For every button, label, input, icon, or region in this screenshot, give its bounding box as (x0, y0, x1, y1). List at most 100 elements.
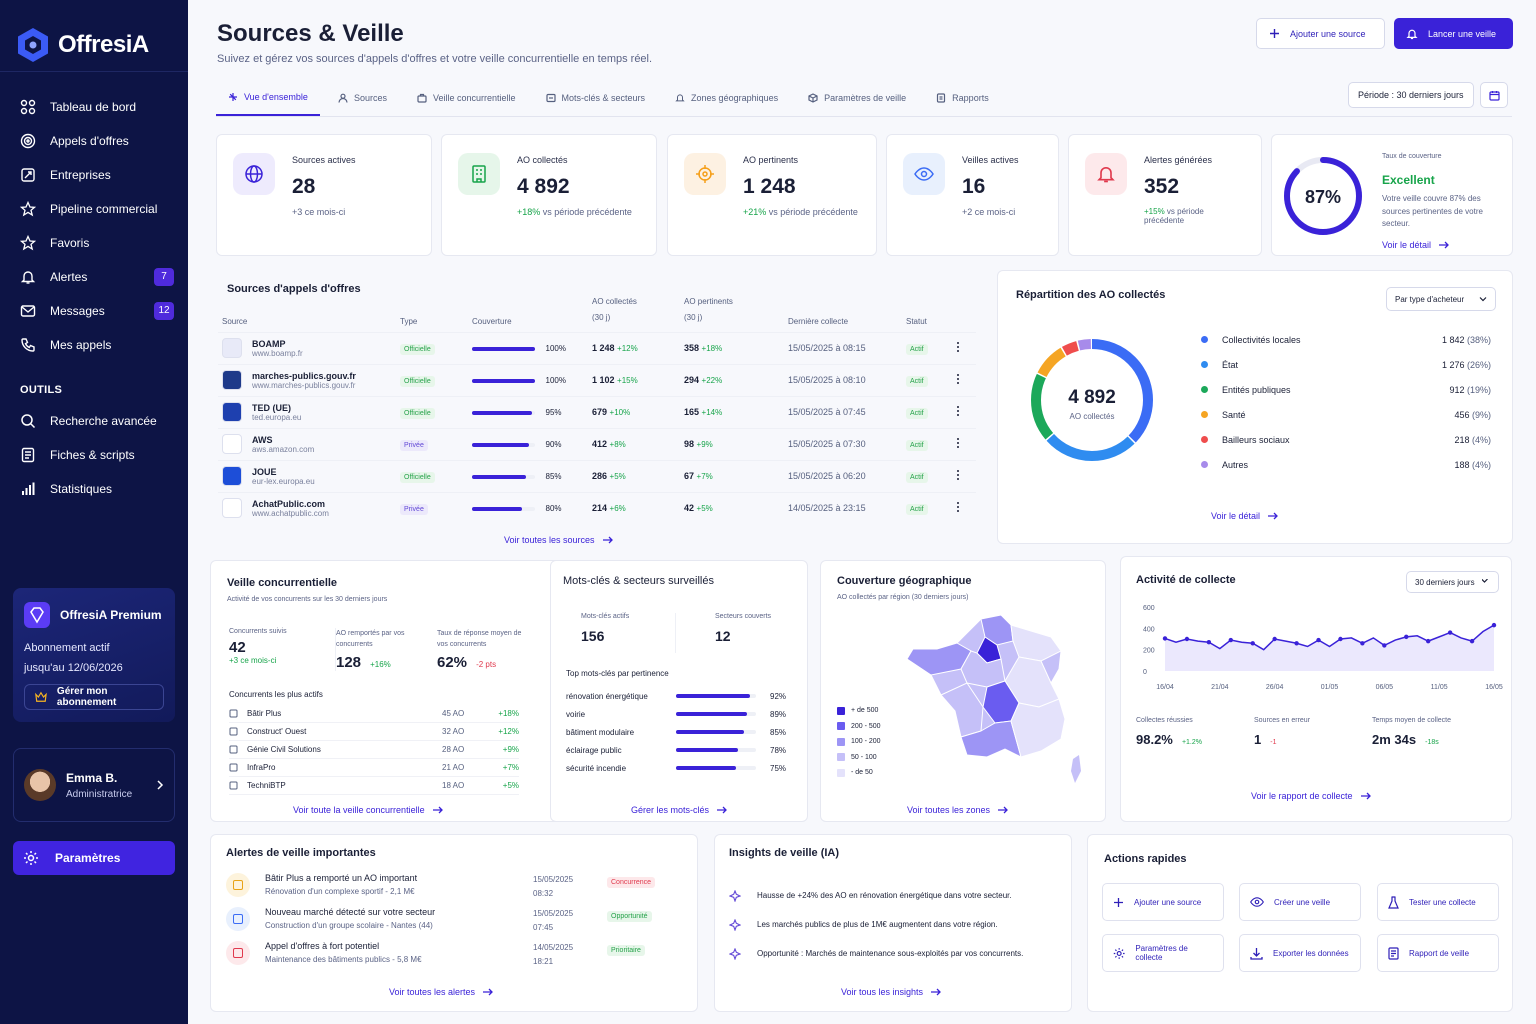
manage-subscription-button[interactable]: Gérer mon abonnement (24, 684, 164, 710)
all-zones-link[interactable]: Voir toutes les zones (907, 805, 1008, 815)
alert-row[interactable]: Nouveau marché détecté sur votre secteur… (226, 907, 686, 941)
tab-zones[interactable]: Zones géographiques (663, 80, 790, 116)
alert-row[interactable]: Appel d'offres à fort potentiel Maintenan… (226, 941, 686, 975)
nav-label: Appels d'offres (50, 134, 129, 148)
building-icon-wrap (458, 153, 500, 195)
nav-item-alerts[interactable]: Alertes 7 (0, 260, 188, 294)
nav-item-tenders[interactable]: Appels d'offres (0, 124, 188, 158)
table-row[interactable]: JOUE eur-lex.europa.eu Officielle 85% 286… (218, 459, 976, 492)
table-row[interactable]: BOAMP www.boamp.fr Officielle 100% 1 248 … (218, 331, 976, 364)
coverage-bar-fill (472, 474, 526, 479)
report-icon (1388, 946, 1399, 960)
competitor-row[interactable]: InfraPro 21 AO +7% (229, 759, 519, 777)
sources-table-body: BOAMP www.boamp.fr Officielle 100% 1 248 … (218, 331, 976, 524)
quick-test-collect-button[interactable]: Tester une collecte (1377, 883, 1499, 921)
buyer-type-dropdown[interactable]: Par type d'acheteur (1386, 287, 1496, 311)
page-subtitle: Suivez et gérez vos sources d'appels d'o… (217, 53, 653, 65)
all-insights-link[interactable]: Voir tous les insights (841, 987, 941, 997)
status-cell: Actif (902, 491, 952, 524)
nav-item-advanced-search[interactable]: Recherche avancée (0, 404, 188, 438)
legend-item: État 1 276 (26%) (1201, 352, 1491, 377)
nav-item-messages[interactable]: Messages 12 (0, 294, 188, 328)
competitor-row[interactable]: Construct' Ouest 32 AO +12% (229, 723, 519, 741)
table-row[interactable]: marches-publics.gouv.fr www.marches-publi… (218, 363, 976, 396)
user-role: Administratrice (66, 788, 133, 800)
col-last-collect: Dernière collecte (788, 316, 849, 326)
tab-reports[interactable]: Rapports (924, 80, 1001, 116)
tab-label: Zones géographiques (691, 93, 779, 103)
tab-label: Paramètres de veille (824, 93, 907, 103)
more-vertical-icon[interactable] (956, 469, 960, 481)
more-vertical-icon[interactable] (956, 437, 960, 449)
table-row[interactable]: TED (UE) ted.europa.eu Officielle 95% 679… (218, 395, 976, 428)
nav-item-calls[interactable]: Mes appels (0, 328, 188, 362)
quick-export-button[interactable]: Exporter les données (1239, 934, 1361, 972)
nav-item-dashboard[interactable]: Tableau de bord (0, 90, 188, 124)
add-source-button[interactable]: Ajouter une source (1256, 18, 1385, 49)
distribution-detail-link[interactable]: Voir le détail (1211, 511, 1278, 521)
nav-item-companies[interactable]: Entreprises (0, 158, 188, 192)
nav-item-favorites[interactable]: Favoris (0, 226, 188, 260)
period-selector[interactable]: Période : 30 derniers jours (1348, 82, 1474, 108)
competitor-row[interactable]: TechniBTP 18 AO +5% (229, 777, 519, 795)
coverage-detail-link[interactable]: Voir le détail (1382, 240, 1449, 250)
more-vertical-icon[interactable] (956, 373, 960, 385)
last-collect-cell: 14/05/2025 à 23:15 (784, 491, 902, 524)
plus-icon (1270, 29, 1279, 38)
alert-row[interactable]: Bâtir Plus a remporté un AO important Rén… (226, 873, 686, 907)
competitor-row[interactable]: Génie Civil Solutions 28 AO +9% (229, 741, 519, 759)
table-row[interactable]: AchatPublic.com www.achatpublic.com Privé… (218, 491, 976, 524)
nav-item-statistics[interactable]: Statistiques (0, 472, 188, 506)
legend-value: 218 (1454, 434, 1470, 445)
relevant-delta: +18% (701, 344, 723, 353)
tab-keywords[interactable]: Mots-clés & secteurs (534, 80, 658, 116)
quick-collect-settings-button[interactable]: Paramètres de collecte (1102, 934, 1224, 972)
more-vertical-icon[interactable] (956, 405, 960, 417)
all-alerts-link[interactable]: Voir toutes les alertes (389, 987, 493, 997)
launch-watch-button[interactable]: Lancer une veille (1394, 18, 1513, 49)
quick-watch-report-button[interactable]: Rapport de veille (1377, 934, 1499, 972)
quick-create-watch-button[interactable]: Créer une veille (1239, 883, 1361, 921)
arrow-right-icon (998, 806, 1008, 814)
kpi-label: AO collectés (517, 155, 568, 165)
source-cell: TED (UE) ted.europa.eu (218, 395, 396, 428)
table-row[interactable]: AWS aws.amazon.com Privée 90% 412 +8% 98 … (218, 427, 976, 460)
collected-value: 286 (592, 471, 608, 481)
geo-legend-label: 100 - 200 (851, 738, 881, 746)
all-sources-link[interactable]: Voir toutes les sources (504, 535, 613, 545)
nav-item-scripts[interactable]: Fiches & scripts (0, 438, 188, 472)
tab-label: Sources (353, 93, 387, 103)
more-vertical-icon[interactable] (956, 501, 960, 513)
activity-period-dropdown[interactable]: 30 derniers jours (1406, 571, 1499, 593)
eye-icon-wrap (903, 153, 945, 195)
kpi-value: 28 (292, 175, 316, 198)
crosshair-icon-wrap (684, 153, 726, 195)
coverage-bar-fill (472, 346, 535, 351)
app-logo[interactable]: OffresiA (0, 0, 188, 72)
user-profile[interactable]: Emma B. Administratrice (13, 748, 175, 822)
tab-competitive-watch[interactable]: Veille concurrentielle (405, 80, 528, 116)
kpi-label: AO pertinents (743, 155, 799, 165)
quick-add-source-button[interactable]: Ajouter une source (1102, 883, 1224, 921)
competitor-name: Génie Civil Solutions (247, 745, 321, 754)
data-point (1491, 622, 1497, 628)
tag-icon (545, 93, 556, 103)
manage-keywords-link[interactable]: Gérer les mots-clés (631, 805, 727, 815)
more-vertical-icon[interactable] (956, 341, 960, 353)
competitor-row[interactable]: Bâtir Plus 45 AO +18% (229, 705, 519, 723)
all-competitive-link[interactable]: Voir toute la veille concurrentielle (293, 805, 443, 815)
trophy-icon (226, 873, 250, 897)
calendar-button[interactable] (1480, 82, 1508, 108)
stat-label: Mots-clés actifs (581, 613, 630, 620)
collected-delta: +15% (617, 376, 638, 385)
collect-report-link[interactable]: Voir le rapport de collecte (1251, 791, 1371, 801)
region-center (960, 650, 1006, 688)
stat-value: 128 (336, 654, 362, 671)
tab-sources[interactable]: Sources (326, 80, 399, 116)
tab-overview[interactable]: Vue d'ensemble (216, 80, 320, 116)
dropdown-label: Par type d'acheteur (1395, 294, 1465, 304)
tab-watch-settings[interactable]: Paramètres de veille (796, 80, 918, 116)
settings-button[interactable]: Paramètres (13, 841, 175, 875)
nav-item-pipeline[interactable]: Pipeline commercial (0, 192, 188, 226)
coverage-description: Votre veille couvre 87% des sources pert… (1382, 194, 1483, 228)
